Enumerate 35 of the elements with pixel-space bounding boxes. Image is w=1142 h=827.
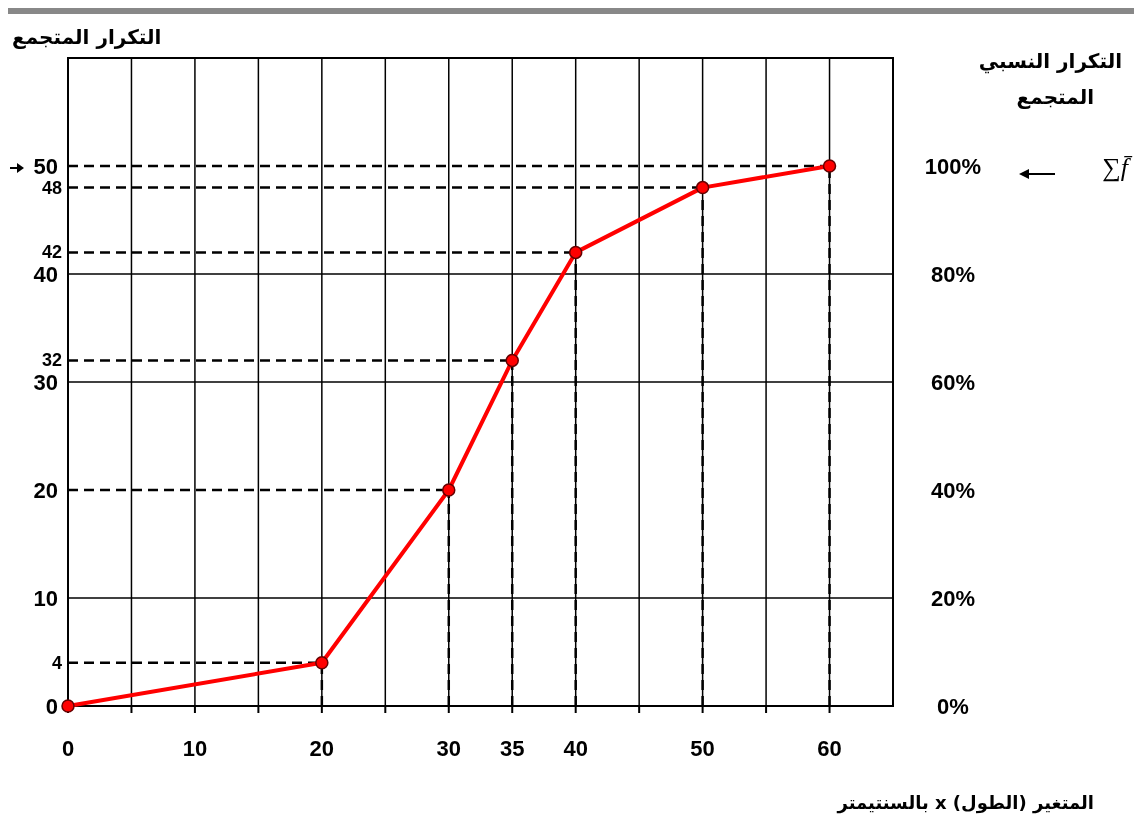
x-tick-label: 50 bbox=[690, 736, 715, 761]
x-tick-label: 20 bbox=[309, 736, 335, 761]
x-tick-label: 0 bbox=[61, 736, 75, 761]
y-tick-label: 50 bbox=[33, 154, 58, 179]
point bbox=[568, 245, 583, 260]
x-axis-title: المتغير (الطول) x بالسنتيمتر bbox=[836, 792, 1094, 814]
ref-line-label: 4 bbox=[51, 652, 62, 673]
point bbox=[442, 483, 456, 497]
x-tick-label: 30 bbox=[436, 736, 462, 761]
ref-line-label: 48 bbox=[41, 177, 62, 198]
x-tick-label: 60 bbox=[817, 736, 842, 761]
y2-tick-label: 20% bbox=[930, 586, 976, 611]
y-tick-label: 40 bbox=[33, 262, 58, 287]
y2-tick-label: 80% bbox=[930, 262, 976, 287]
point bbox=[315, 656, 329, 670]
point bbox=[61, 699, 75, 713]
point bbox=[505, 353, 519, 368]
point bbox=[695, 180, 710, 195]
x-tick-label: 40 bbox=[563, 736, 588, 761]
text: ∑f̄ bbox=[1102, 153, 1134, 182]
y-tick-label: 0 bbox=[45, 694, 58, 719]
x-tick-label: 35 bbox=[499, 736, 525, 761]
ref-line-label: 32 bbox=[41, 350, 62, 371]
y-axis-title: التكرار المتجمع bbox=[12, 25, 162, 49]
y2-tick-label: 60% bbox=[930, 370, 976, 395]
y2-tick-label: 40% bbox=[930, 478, 976, 503]
y-tick-label: 20 bbox=[33, 478, 58, 503]
point bbox=[822, 159, 837, 173]
ref-line-label: 42 bbox=[41, 242, 62, 263]
y2-tick-label: 0% bbox=[937, 694, 969, 719]
y-tick-label: 10 bbox=[33, 586, 58, 611]
y2-axis-title: التكرار النسبي المتجمع bbox=[978, 49, 1122, 109]
y-tick-label: 30 bbox=[33, 370, 58, 395]
x-tick-label: 10 bbox=[182, 736, 208, 761]
y2-tick-label: 100% bbox=[924, 154, 982, 179]
